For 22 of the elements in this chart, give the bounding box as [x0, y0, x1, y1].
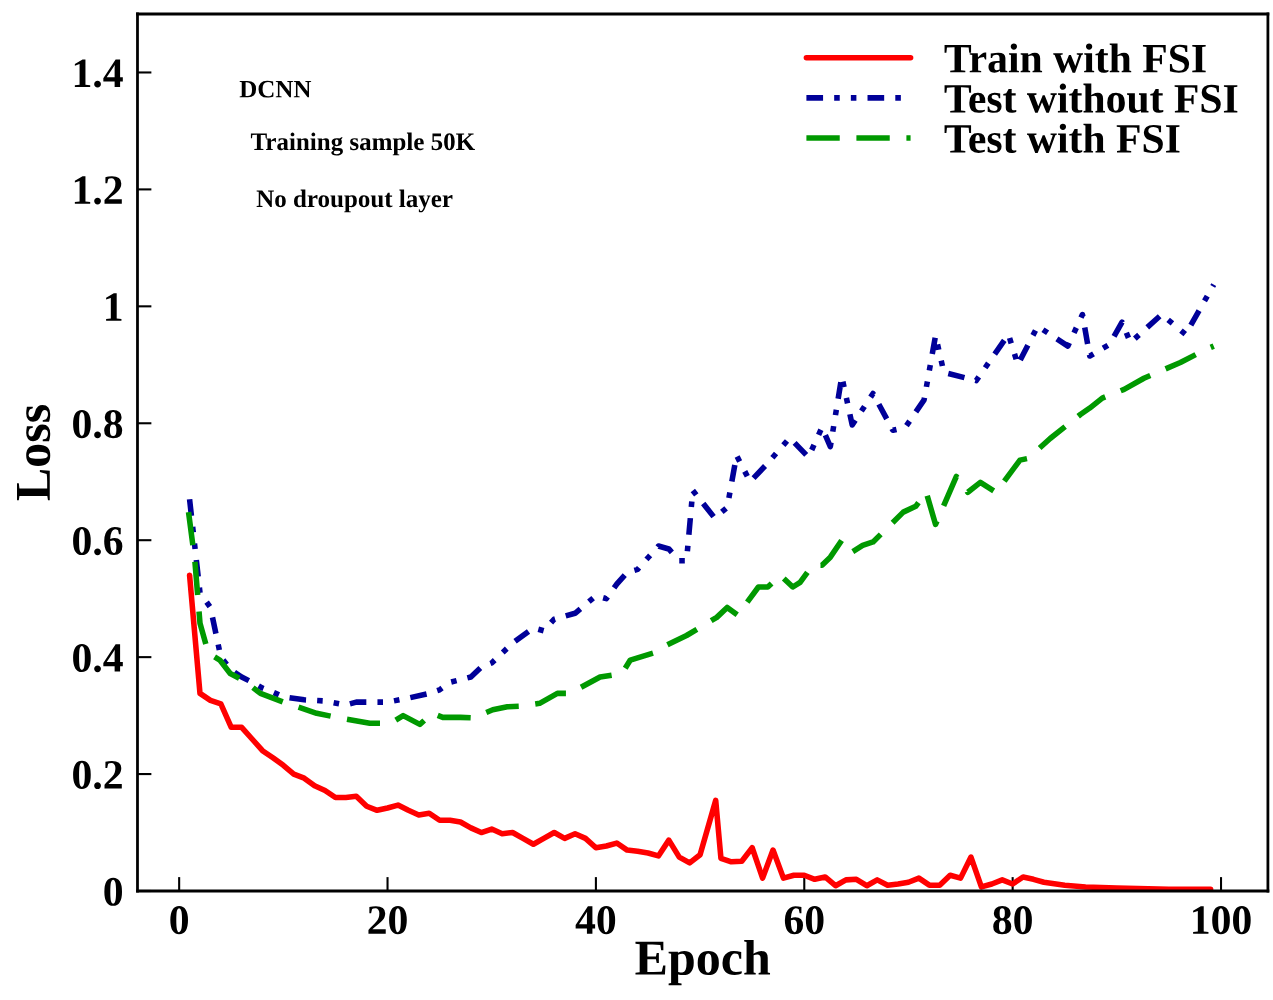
y-tick-label: 1.4 — [74, 59, 123, 88]
x-axis-title: Epoch — [635, 939, 771, 986]
annotation: DCNN — [239, 80, 312, 98]
y-tick-label: 1.2 — [74, 176, 122, 205]
x-tick-label: 60 — [784, 906, 824, 935]
y-tick-label: 1 — [106, 293, 122, 321]
legend-label: Train with FSI — [944, 43, 1206, 73]
y-tick-label: 0.2 — [73, 760, 122, 790]
y-tick-label: 0 — [104, 877, 123, 906]
x-tick-label: 40 — [575, 906, 616, 935]
x-tick-label: 80 — [993, 906, 1032, 935]
legend-label: Test with FSI — [944, 123, 1180, 153]
y-tick-label: 0.4 — [73, 643, 123, 673]
y-axis-title: Loss — [17, 405, 51, 501]
x-tick-label: 100 — [1193, 906, 1251, 935]
legend-label: Test without FSI — [944, 83, 1238, 113]
x-tick-label: 0 — [170, 906, 188, 935]
annotation: No droupout layer — [256, 189, 453, 213]
y-tick-label: 0.8 — [73, 410, 123, 439]
annotation: Training sample 50K — [250, 132, 475, 156]
y-tick-label: 0.6 — [73, 526, 123, 556]
x-tick-label: 20 — [368, 906, 407, 935]
